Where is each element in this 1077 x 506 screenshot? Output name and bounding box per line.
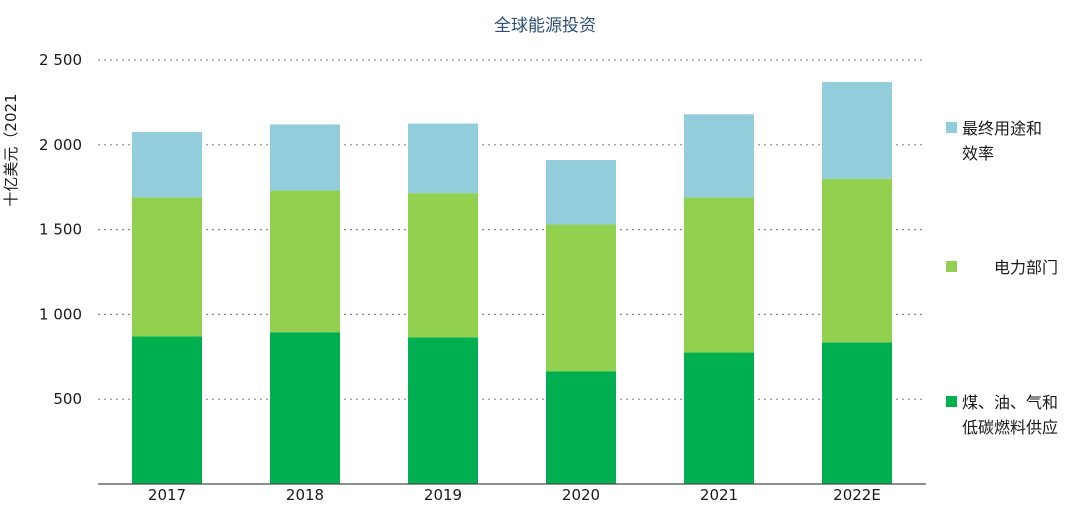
legend-label: 电力部门 [994, 258, 1058, 277]
legend-label: 效率 [962, 144, 994, 163]
y-tick-label: 1 500 [39, 221, 82, 239]
bar-segment [822, 178, 892, 343]
legend-label: 最终用途和 [962, 119, 1042, 138]
chart-title: 全球能源投资 [494, 16, 596, 36]
bar-segment [546, 160, 616, 225]
y-tick-label: 1 000 [39, 305, 82, 323]
bar-segment [132, 197, 202, 337]
legend-item: 电力部门 [946, 258, 1058, 277]
x-tick-label: 2021 [700, 486, 738, 504]
legend-swatch [946, 122, 957, 133]
bar-segment [822, 82, 892, 179]
legend-swatch [946, 261, 957, 272]
x-tick-label: 2017 [148, 486, 186, 504]
bar-segment [546, 371, 616, 484]
bar-segment [822, 342, 892, 484]
bar-segment [684, 352, 754, 484]
bar-segment [684, 197, 754, 353]
legend-swatch [946, 396, 957, 407]
x-tick-label: 2019 [424, 486, 462, 504]
legend-label: 煤、油、气和 [962, 393, 1058, 412]
gridlines [98, 59, 926, 400]
y-tick-label: 2 000 [39, 136, 82, 154]
y-tick-label: 500 [53, 390, 82, 408]
x-tick-label: 2018 [286, 486, 324, 504]
x-tick-label: 2022E [833, 486, 881, 504]
bar-segment [408, 123, 478, 194]
x-tick-labels: 2017 2018 2019 2020 2021 2022E [148, 486, 881, 504]
bar-segment [270, 332, 340, 484]
legend-label: 低碳燃料供应 [962, 418, 1058, 437]
bars [132, 82, 892, 484]
bar-segment [546, 224, 616, 372]
y-tick-label: 2 500 [39, 51, 82, 69]
bar-segment [408, 337, 478, 484]
bar-segment [270, 124, 340, 191]
bar-segment [132, 336, 202, 484]
bar-segment [132, 132, 202, 198]
bar-segment [684, 114, 754, 198]
x-tick-label: 2020 [562, 486, 600, 504]
y-axis-label: 十亿美元（2021 [2, 93, 20, 206]
y-tick-labels: 500 1 000 1 500 2 000 2 500 [39, 51, 82, 408]
bar-segment [270, 190, 340, 333]
bar-segment [408, 193, 478, 338]
